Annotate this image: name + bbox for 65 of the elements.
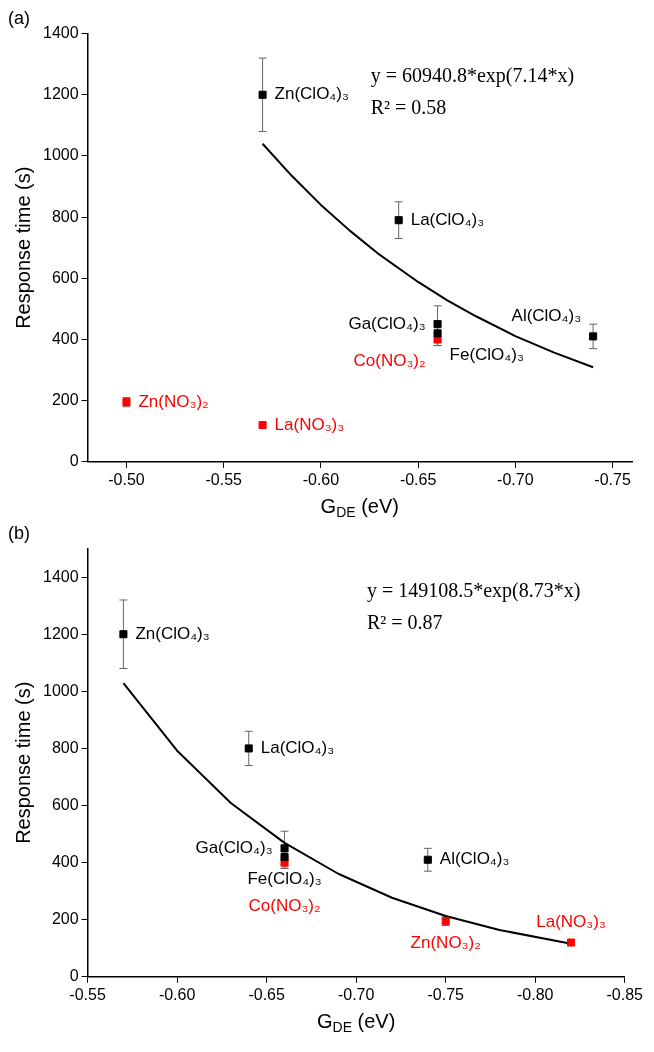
annotation: Zn(ClO₄)₃ xyxy=(135,623,210,643)
annotation: La(ClO₄)₃ xyxy=(260,738,335,758)
y-tick-label: 200 xyxy=(51,391,79,409)
annotation: R² = 0.58 xyxy=(370,95,447,118)
x-tick-label: -0.65 xyxy=(399,470,437,488)
y-tick-label: 1000 xyxy=(43,146,79,164)
chart-title: (b) xyxy=(8,522,30,543)
y-axis-title: Response time (s) xyxy=(11,166,34,329)
point xyxy=(258,421,267,430)
annotation: Zn(ClO₄)₃ xyxy=(274,84,349,104)
annotation: La(NO₃)₃ xyxy=(274,414,345,434)
point xyxy=(394,216,403,225)
annotation: Fe(ClO₄)₃ xyxy=(449,345,524,365)
point xyxy=(423,855,432,864)
annotation: Zn(NO₃)₂ xyxy=(138,391,209,411)
annotation: y = 60940.8*exp(7.14*x) xyxy=(370,63,575,87)
point xyxy=(119,630,128,639)
y-tick-label: 1000 xyxy=(43,681,79,699)
x-tick-label: -0.55 xyxy=(205,470,243,488)
annotation: Al(ClO₄)₃ xyxy=(439,849,510,869)
x-tick-label: -0.70 xyxy=(497,470,534,488)
y-tick-label: 800 xyxy=(51,207,79,225)
y-tick-label: 1400 xyxy=(43,567,79,585)
y-tick-label: 0 xyxy=(69,967,79,985)
x-tick-label: -0.65 xyxy=(248,985,285,1003)
y-tick-label: 1400 xyxy=(43,24,79,42)
x-tick-label: -0.75 xyxy=(427,985,465,1003)
x-tick-label: -0.50 xyxy=(108,470,145,488)
chart-title: (a) xyxy=(8,7,30,28)
annotation: Ga(ClO₄)₃ xyxy=(195,838,273,858)
x-tick-label: -0.60 xyxy=(158,985,196,1003)
x-tick-label: -0.80 xyxy=(517,985,554,1003)
annotation: La(ClO₄)₃ xyxy=(410,209,485,229)
y-tick-label: 1200 xyxy=(43,85,79,103)
point xyxy=(280,844,289,853)
annotation: Zn(NO₃)₂ xyxy=(410,932,481,952)
point xyxy=(433,329,442,338)
annotation: Fe(ClO₄)₃ xyxy=(247,868,322,888)
x-tick-label: -0.55 xyxy=(69,985,106,1003)
annotation: R² = 0.87 xyxy=(366,610,443,633)
x-tick-label: -0.60 xyxy=(302,470,340,488)
y-tick-label: 0 xyxy=(69,452,79,470)
annotation: Co(NO₃)₂ xyxy=(248,896,321,916)
point xyxy=(258,90,267,99)
point xyxy=(589,332,598,341)
annotation: Al(ClO₄)₃ xyxy=(511,306,582,326)
y-axis-title: Response time (s) xyxy=(11,681,34,844)
y-tick-label: 800 xyxy=(51,738,79,756)
point xyxy=(567,938,576,947)
point xyxy=(433,320,442,329)
annotation: Ga(ClO₄)₃ xyxy=(348,313,426,333)
point xyxy=(244,744,253,753)
annotation: La(NO₃)₃ xyxy=(536,912,606,932)
y-tick-label: 200 xyxy=(51,910,79,928)
annotation: Co(NO₃)₂ xyxy=(353,351,426,371)
x-tick-label: -0.85 xyxy=(606,985,644,1003)
y-tick-label: 600 xyxy=(51,795,79,813)
x-tick-label: -0.75 xyxy=(594,470,631,488)
y-tick-label: 400 xyxy=(51,329,79,347)
y-tick-label: 600 xyxy=(51,268,79,286)
annotation: y = 149108.5*exp(8.73*x) xyxy=(366,578,581,602)
point xyxy=(280,852,289,861)
y-tick-label: 400 xyxy=(51,853,79,871)
y-tick-label: 1200 xyxy=(43,624,79,642)
x-tick-label: -0.70 xyxy=(337,985,375,1003)
